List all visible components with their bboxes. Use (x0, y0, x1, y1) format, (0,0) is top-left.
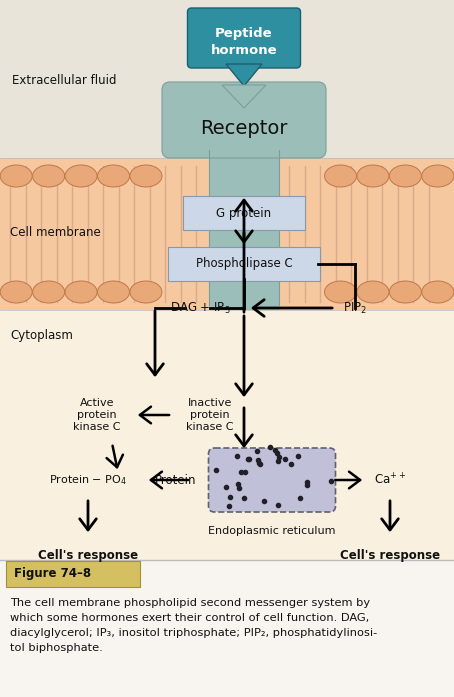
Text: G protein: G protein (217, 206, 271, 220)
Ellipse shape (98, 165, 129, 187)
Ellipse shape (0, 281, 32, 303)
Ellipse shape (0, 165, 32, 187)
Text: Extracellular fluid: Extracellular fluid (12, 73, 117, 86)
Text: Active
protein
kinase C: Active protein kinase C (73, 399, 121, 431)
Bar (0, 0, 454, 158)
FancyBboxPatch shape (168, 247, 320, 281)
FancyBboxPatch shape (162, 82, 326, 158)
Text: DAG + IP$_3$: DAG + IP$_3$ (170, 300, 230, 316)
Polygon shape (222, 85, 266, 108)
Ellipse shape (325, 165, 356, 187)
FancyBboxPatch shape (183, 196, 305, 230)
Text: diacylglycerol; IP₃, inositol triphosphate; PIP₂, phosphatidylinosi-: diacylglycerol; IP₃, inositol triphospha… (10, 628, 377, 638)
Text: tol biphosphate.: tol biphosphate. (10, 643, 103, 653)
Ellipse shape (390, 165, 421, 187)
Ellipse shape (130, 165, 162, 187)
Text: Cell's response: Cell's response (340, 549, 440, 562)
Text: Ca$^{++}$: Ca$^{++}$ (374, 473, 406, 488)
Ellipse shape (390, 281, 421, 303)
Bar (0, 158, 454, 310)
Text: Endoplasmic reticulum: Endoplasmic reticulum (208, 526, 336, 536)
Text: PIP$_2$: PIP$_2$ (343, 300, 367, 316)
Ellipse shape (422, 281, 454, 303)
Ellipse shape (422, 165, 454, 187)
Ellipse shape (65, 281, 97, 303)
Bar (0, 310, 454, 560)
Text: Cytoplasm: Cytoplasm (10, 328, 73, 342)
Bar (0, 560, 454, 697)
Ellipse shape (65, 165, 97, 187)
FancyBboxPatch shape (6, 561, 140, 587)
Text: Figure 74–8: Figure 74–8 (14, 567, 91, 581)
Ellipse shape (33, 281, 64, 303)
Bar (175, 85, 313, 100)
Text: Cell's response: Cell's response (38, 549, 138, 562)
Bar (209, 145, 279, 310)
Ellipse shape (325, 281, 356, 303)
Ellipse shape (357, 281, 389, 303)
Text: Protein: Protein (154, 473, 196, 487)
Text: Phospholipase C: Phospholipase C (196, 257, 292, 270)
Text: which some hormones exert their control of cell function. DAG,: which some hormones exert their control … (10, 613, 369, 623)
Text: Peptide: Peptide (215, 27, 273, 40)
Text: Inactive
protein
kinase C: Inactive protein kinase C (186, 399, 234, 431)
Text: Receptor: Receptor (200, 118, 288, 137)
Text: hormone: hormone (211, 45, 277, 57)
Text: Protein $-$ PO$_4$: Protein $-$ PO$_4$ (49, 473, 127, 487)
Ellipse shape (130, 281, 162, 303)
FancyBboxPatch shape (208, 448, 336, 512)
Ellipse shape (98, 281, 129, 303)
Polygon shape (226, 64, 262, 86)
Ellipse shape (357, 165, 389, 187)
Text: The cell membrane phospholipid second messenger system by: The cell membrane phospholipid second me… (10, 598, 370, 608)
FancyBboxPatch shape (188, 8, 301, 68)
Text: Cell membrane: Cell membrane (10, 226, 101, 238)
Ellipse shape (33, 165, 64, 187)
